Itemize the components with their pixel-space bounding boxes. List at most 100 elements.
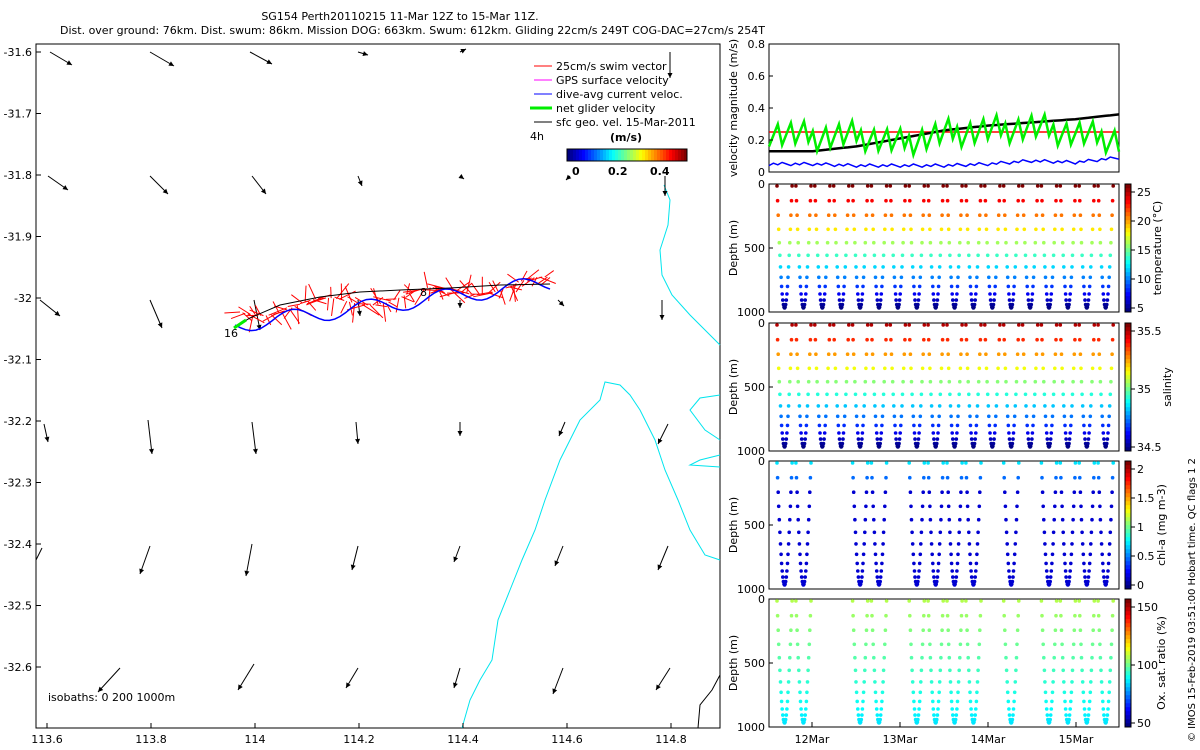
profile-point [1060,366,1064,371]
profile-point [804,699,809,704]
isobaths-label: isobaths: 0 200 1000m [48,691,175,704]
profile-point [795,227,800,232]
profile-point [779,690,783,695]
profile-point [778,253,782,258]
depth-tick: 1000 [737,721,765,734]
profile-point [911,690,916,695]
profile-point [828,184,832,188]
profile-point [1045,713,1050,717]
profile-point [909,227,913,232]
profile-point [984,227,989,232]
profile-point [950,292,954,296]
swim-vector [299,299,311,305]
profile-point [851,475,855,480]
profile-point [1109,655,1113,660]
profile-point [1106,707,1110,711]
profile-point [1041,366,1045,371]
profile-point [1078,337,1082,342]
profile-point [878,717,882,722]
geo-arrow [357,51,369,56]
profile-point [918,275,923,280]
profile-point [1039,599,1044,603]
profile-point [1003,642,1008,647]
profile-point [1044,431,1049,435]
profile-point [948,668,952,673]
profile-point [778,265,783,269]
profile-point [1014,253,1018,258]
profile-point [1031,414,1036,419]
profile-point [987,423,992,428]
profile-point [958,366,963,371]
profile-point [1007,437,1012,441]
velocity-y-tick: 0.8 [748,38,766,51]
profile-point [808,628,812,632]
isobath-line [689,394,721,441]
profile-point [880,284,884,289]
profile-point [883,642,887,647]
profile-point [854,404,858,408]
profile-point [955,707,959,711]
profile-point [870,628,875,632]
profile-point [1033,253,1037,258]
map-x-tick-label: 114 [245,733,266,746]
profile-point [872,668,877,673]
profile-point [789,475,794,480]
profile-point [907,323,911,327]
profile-point [1029,441,1034,446]
profile-point [1099,680,1104,684]
profile-point [916,298,921,302]
profile-point [786,265,791,269]
profile-point [1023,253,1028,258]
profile-point [1042,253,1047,258]
profile-point [1044,561,1048,566]
profile-point [874,284,878,289]
profile-point [1013,680,1018,684]
profile-point [928,379,933,384]
swim-vector [466,274,472,294]
profile-point [969,707,973,711]
profile-point [984,352,988,357]
profile-point [993,423,997,428]
map-y-tick-label: -31.6 [4,46,32,59]
profile-point [1098,366,1102,371]
profile-point [1024,265,1028,269]
profile-point [818,298,823,302]
profile-point [1099,530,1103,535]
profile-point [899,414,904,419]
profile-point [912,707,917,711]
geo-arrow [149,299,163,329]
profile-point [969,437,974,441]
profile-point [1106,699,1111,704]
profile-point [879,707,884,711]
profile-point [890,366,894,371]
profile-point [978,475,983,480]
profile-point [865,198,869,203]
colorbar-tick: 0 [1137,579,1144,592]
profile-point [1107,414,1111,419]
profile-point [979,323,983,327]
profile-point [1034,352,1039,357]
profile-point [975,404,980,408]
profile-point [1089,542,1093,546]
map-y-tick-label: -32.4 [4,538,32,551]
profile-point [1011,292,1016,296]
profile-point [935,302,939,307]
profile-point [786,414,790,419]
swim-vector [541,277,551,285]
profile-point [799,298,804,302]
profile-point [822,431,827,435]
profile-point [778,530,782,535]
profile-point [1110,613,1115,618]
profile-point [1043,414,1048,419]
profile-point [864,504,868,509]
start-label: 16 [224,327,238,340]
profile-point [1097,352,1102,357]
profile-point [920,655,924,660]
profile-point [883,366,887,371]
profile-point [1058,184,1063,188]
profile-point [936,292,940,296]
profile-point [818,437,823,441]
profile-point [1063,569,1068,573]
profile-point [1071,366,1076,371]
